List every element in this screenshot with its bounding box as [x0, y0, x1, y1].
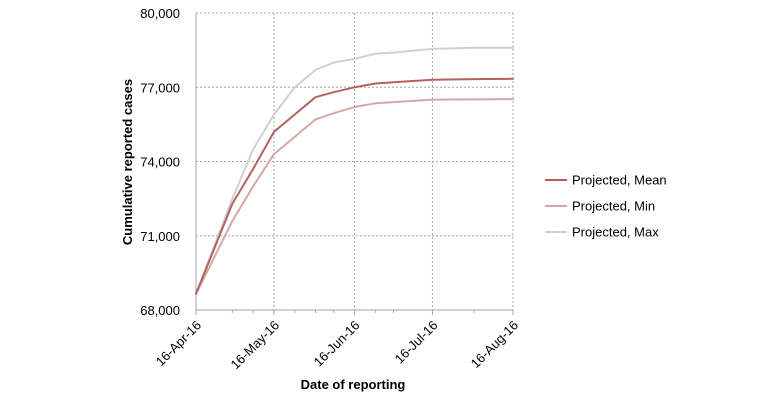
legend-item: Projected, Min: [545, 199, 655, 214]
x-tick-label: 16-Jun-16: [311, 318, 363, 370]
y-tick-label: 80,000: [140, 6, 180, 21]
series-line-projected-min: [195, 98, 514, 295]
series-line-projected-mean: [195, 77, 514, 295]
legend-label: Projected, Min: [572, 199, 655, 214]
y-tick-labels: 68,000 71,000 74,000 77,000 80,000: [140, 6, 180, 318]
y-axis-title: Cumulative reported cases: [120, 79, 135, 245]
grid: [196, 12, 514, 310]
legend-item: Projected, Mean: [545, 173, 667, 188]
y-tick-label: 77,000: [140, 80, 180, 95]
legend-label: Projected, Max: [572, 225, 659, 240]
series-lines: [195, 46, 514, 295]
axes: [195, 13, 514, 315]
y-tick-label: 71,000: [140, 229, 180, 244]
y-tick-label: 68,000: [140, 303, 180, 318]
series-line-projected-max: [195, 46, 514, 295]
x-tick-label: 16-Jul-16: [392, 318, 441, 367]
x-tick-label: 16-Aug-16: [468, 318, 522, 372]
x-axis-title: Date of reporting: [301, 377, 406, 392]
x-tick-label: 16-Apr-16: [153, 318, 204, 369]
x-tick-labels: 16-Apr-16 16-May-16 16-Jun-16 16-Jul-16 16-A…: [153, 318, 521, 373]
legend-label: Projected, Mean: [572, 173, 667, 188]
y-tick-label: 74,000: [140, 155, 180, 170]
legend-item: Projected, Max: [545, 225, 659, 240]
legend: Projected, Mean Projected, Min Projected, …: [545, 173, 667, 240]
x-tick-label: 16-May-16: [228, 318, 283, 373]
